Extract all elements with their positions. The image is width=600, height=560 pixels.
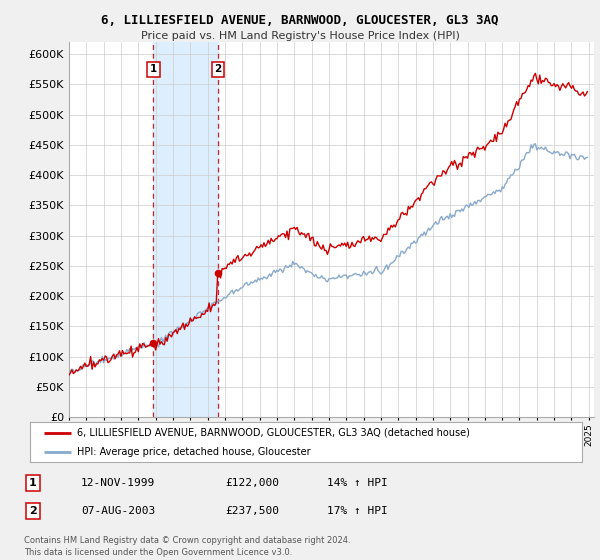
- Text: Contains HM Land Registry data © Crown copyright and database right 2024.
This d: Contains HM Land Registry data © Crown c…: [24, 536, 350, 557]
- Text: 6, LILLIESFIELD AVENUE, BARNWOOD, GLOUCESTER, GL3 3AQ (detached house): 6, LILLIESFIELD AVENUE, BARNWOOD, GLOUCE…: [77, 428, 470, 438]
- Text: Price paid vs. HM Land Registry's House Price Index (HPI): Price paid vs. HM Land Registry's House …: [140, 31, 460, 41]
- Text: 1: 1: [150, 64, 157, 74]
- Text: 6, LILLIESFIELD AVENUE, BARNWOOD, GLOUCESTER, GL3 3AQ: 6, LILLIESFIELD AVENUE, BARNWOOD, GLOUCE…: [101, 14, 499, 27]
- Text: £122,000: £122,000: [225, 478, 279, 488]
- Text: 2: 2: [29, 506, 37, 516]
- Text: 2: 2: [214, 64, 221, 74]
- Text: HPI: Average price, detached house, Gloucester: HPI: Average price, detached house, Glou…: [77, 447, 311, 457]
- Text: 17% ↑ HPI: 17% ↑ HPI: [327, 506, 388, 516]
- Text: 12-NOV-1999: 12-NOV-1999: [81, 478, 155, 488]
- Text: 07-AUG-2003: 07-AUG-2003: [81, 506, 155, 516]
- Text: 1: 1: [29, 478, 37, 488]
- Text: £237,500: £237,500: [225, 506, 279, 516]
- Bar: [154, 42, 218, 417]
- Text: 14% ↑ HPI: 14% ↑ HPI: [327, 478, 388, 488]
